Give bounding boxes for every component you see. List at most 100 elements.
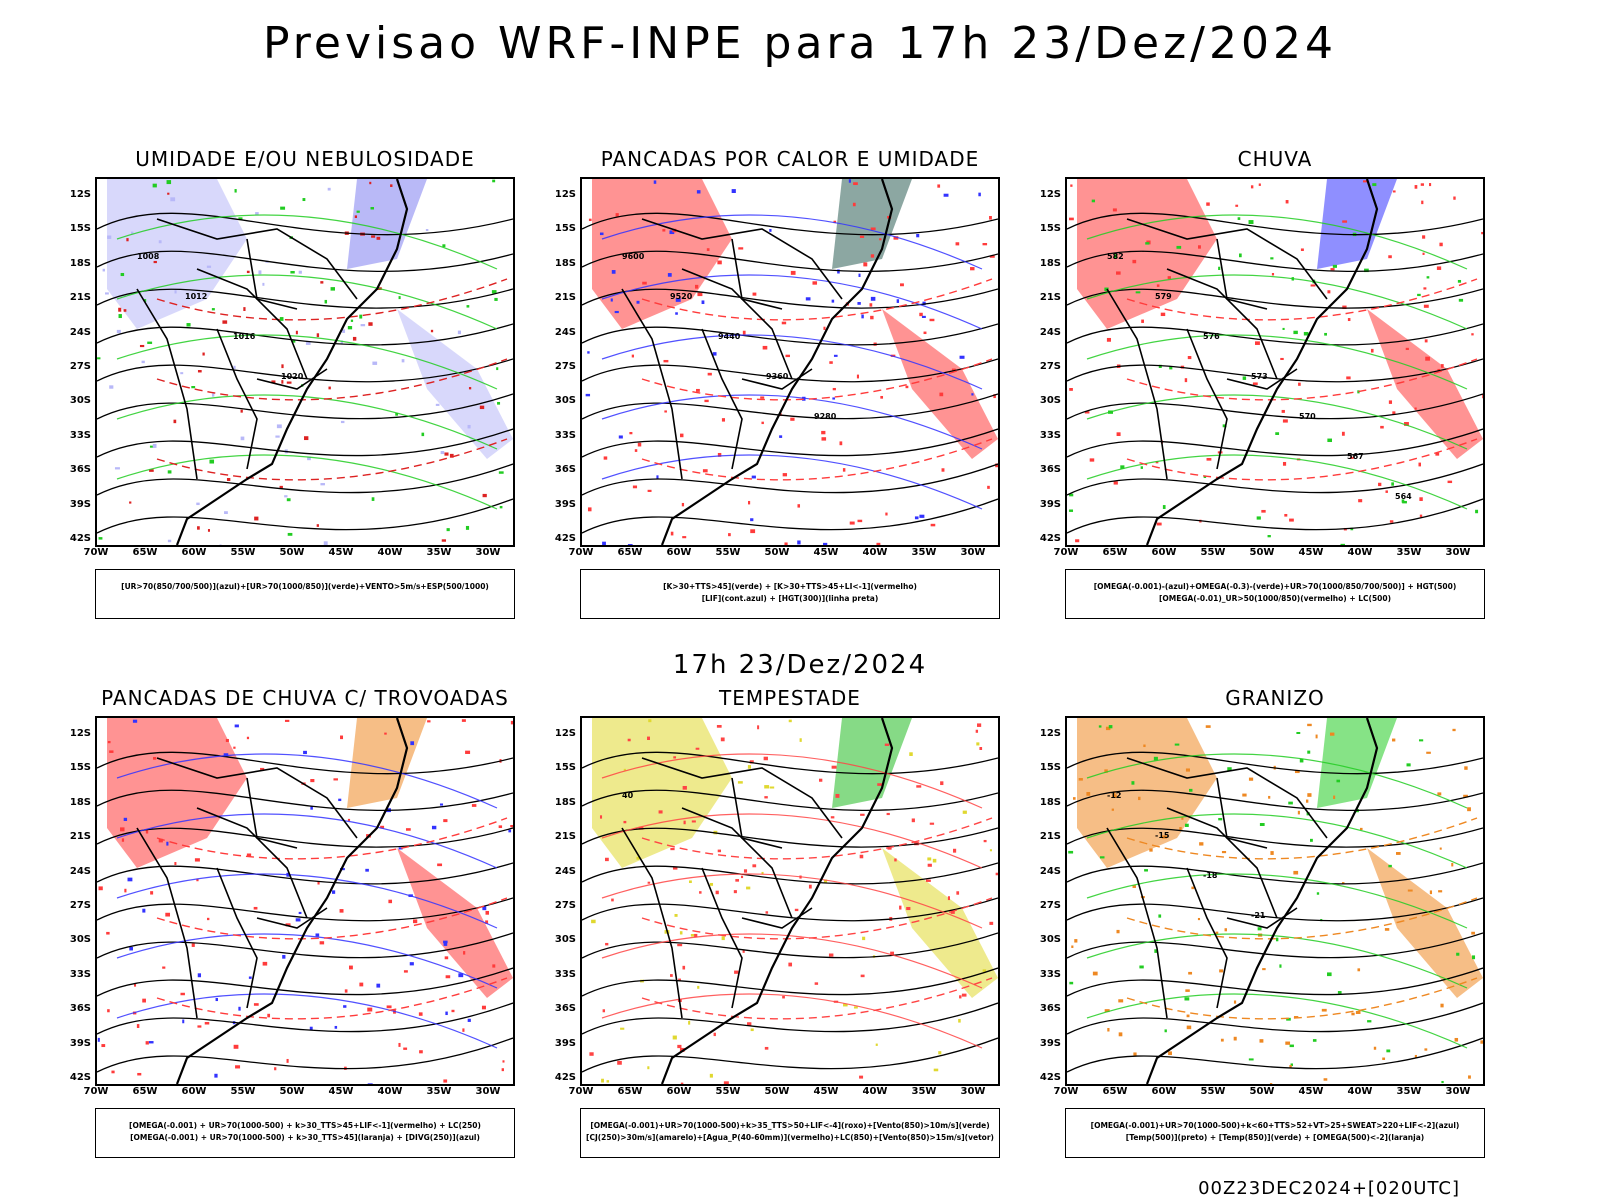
- field-speckle: [1116, 929, 1120, 934]
- field-speckle: [440, 451, 445, 455]
- contour-line-colored: [1086, 873, 1468, 929]
- field-speckle: [1392, 190, 1396, 193]
- field-speckle: [694, 284, 699, 289]
- longitude-label: 35W: [911, 547, 937, 558]
- field-speckle: [376, 983, 381, 988]
- field-speckle: [367, 1007, 373, 1012]
- contour-value-label: 9440: [718, 332, 741, 341]
- field-speckle: [360, 324, 366, 327]
- field-speckle: [285, 923, 291, 927]
- field-speckle: [623, 820, 627, 824]
- field-speckle: [209, 459, 215, 464]
- longitude-label: 45W: [328, 1086, 354, 1097]
- field-speckle: [1160, 312, 1166, 317]
- field-speckle: [1154, 949, 1158, 953]
- latitude-label: 39S: [554, 1037, 576, 1049]
- field-speckle: [1203, 475, 1207, 479]
- contour-line-colored: [116, 873, 498, 929]
- field-speckle: [1297, 810, 1300, 815]
- field-speckle: [781, 321, 787, 325]
- field-speckle: [623, 768, 626, 771]
- latitude-label: 42S: [1039, 1072, 1061, 1083]
- latitude-label: 18S: [69, 257, 91, 269]
- field-speckle: [670, 531, 674, 536]
- field-speckle: [859, 854, 864, 859]
- latitude-label: 15S: [69, 762, 91, 774]
- longitude-label: 50W: [764, 547, 790, 558]
- longitude-label: 65W: [132, 1086, 158, 1097]
- country-border: [1106, 827, 1168, 1019]
- field-speckle: [1176, 245, 1182, 249]
- field-speckle: [405, 828, 411, 831]
- field-speckle: [123, 309, 127, 312]
- field-speckle: [667, 273, 672, 277]
- field-area: [592, 718, 732, 868]
- contour-line-colored: [601, 993, 983, 1049]
- field-speckle: [1424, 339, 1428, 343]
- field-speckle: [1269, 1083, 1273, 1084]
- field-speckle: [1112, 794, 1117, 798]
- panel-legend: [OMEGA(-0.001)-(azul)+OMEGA(-0.3)-(verde…: [1065, 569, 1485, 619]
- field-speckle: [1337, 991, 1342, 994]
- field-speckle: [1475, 509, 1479, 514]
- longitude-label: 65W: [617, 547, 643, 558]
- field-speckle: [197, 973, 202, 978]
- field-speckle: [152, 756, 157, 760]
- panel-legend: [OMEGA(-0.001)+UR>70(1000-500)+k>35_TTS>…: [580, 1108, 1000, 1158]
- field-speckle: [1341, 882, 1345, 885]
- field-speckle: [390, 184, 393, 187]
- field-speckle: [672, 1035, 677, 1040]
- forecast-map: 40: [580, 716, 1000, 1086]
- field-speckle: [905, 385, 909, 389]
- field-speckle: [384, 732, 387, 735]
- field-speckle: [101, 1044, 106, 1048]
- latitude-label: 21S: [554, 831, 576, 843]
- field-speckle: [731, 189, 736, 193]
- field-speckle: [1285, 200, 1289, 204]
- field-speckle: [1227, 767, 1232, 771]
- field-speckle: [457, 330, 462, 335]
- contour-line: [582, 789, 998, 811]
- field-speckle: [743, 869, 748, 873]
- field-area: [592, 179, 732, 329]
- field-speckle: [235, 1065, 241, 1069]
- field-speckle: [742, 330, 746, 335]
- field-speckle: [893, 236, 899, 240]
- field-speckle: [751, 475, 756, 479]
- contour-line-colored: [1086, 334, 1468, 390]
- field-speckle: [1388, 864, 1392, 868]
- field-speckle: [1384, 928, 1390, 931]
- field-speckle: [742, 949, 745, 953]
- field-speckle: [747, 765, 751, 769]
- field-speckle: [853, 182, 858, 186]
- field-speckle: [602, 1009, 606, 1013]
- field-area: [1317, 179, 1397, 269]
- field-speckle: [1323, 1078, 1328, 1081]
- field-speckle: [458, 973, 464, 978]
- field-speckle: [647, 736, 650, 741]
- field-speckle: [109, 385, 114, 389]
- field-speckle: [316, 333, 320, 338]
- field-speckle: [1268, 795, 1271, 799]
- field-speckle: [1254, 341, 1260, 345]
- longitude-label: 35W: [426, 1086, 452, 1097]
- field-speckle: [316, 524, 319, 527]
- field-speckle: [267, 1013, 271, 1018]
- field-speckle: [951, 368, 956, 372]
- field-speckle: [328, 386, 331, 390]
- field-speckle: [226, 477, 231, 482]
- field-speckle: [1288, 801, 1293, 805]
- country-border: [731, 238, 783, 310]
- latitude-label: 24S: [554, 326, 576, 338]
- field-speckle: [1350, 527, 1354, 531]
- country-border: [1216, 777, 1268, 849]
- field-speckle: [466, 305, 470, 308]
- field-speckle: [989, 849, 992, 852]
- field-speckle: [126, 238, 129, 242]
- field-speckle: [1457, 279, 1462, 283]
- field-speckle: [1401, 499, 1405, 503]
- field-speckle: [425, 229, 429, 232]
- field-speckle: [947, 896, 950, 901]
- field-speckle: [253, 1003, 259, 1006]
- field-speckle: [1282, 419, 1288, 423]
